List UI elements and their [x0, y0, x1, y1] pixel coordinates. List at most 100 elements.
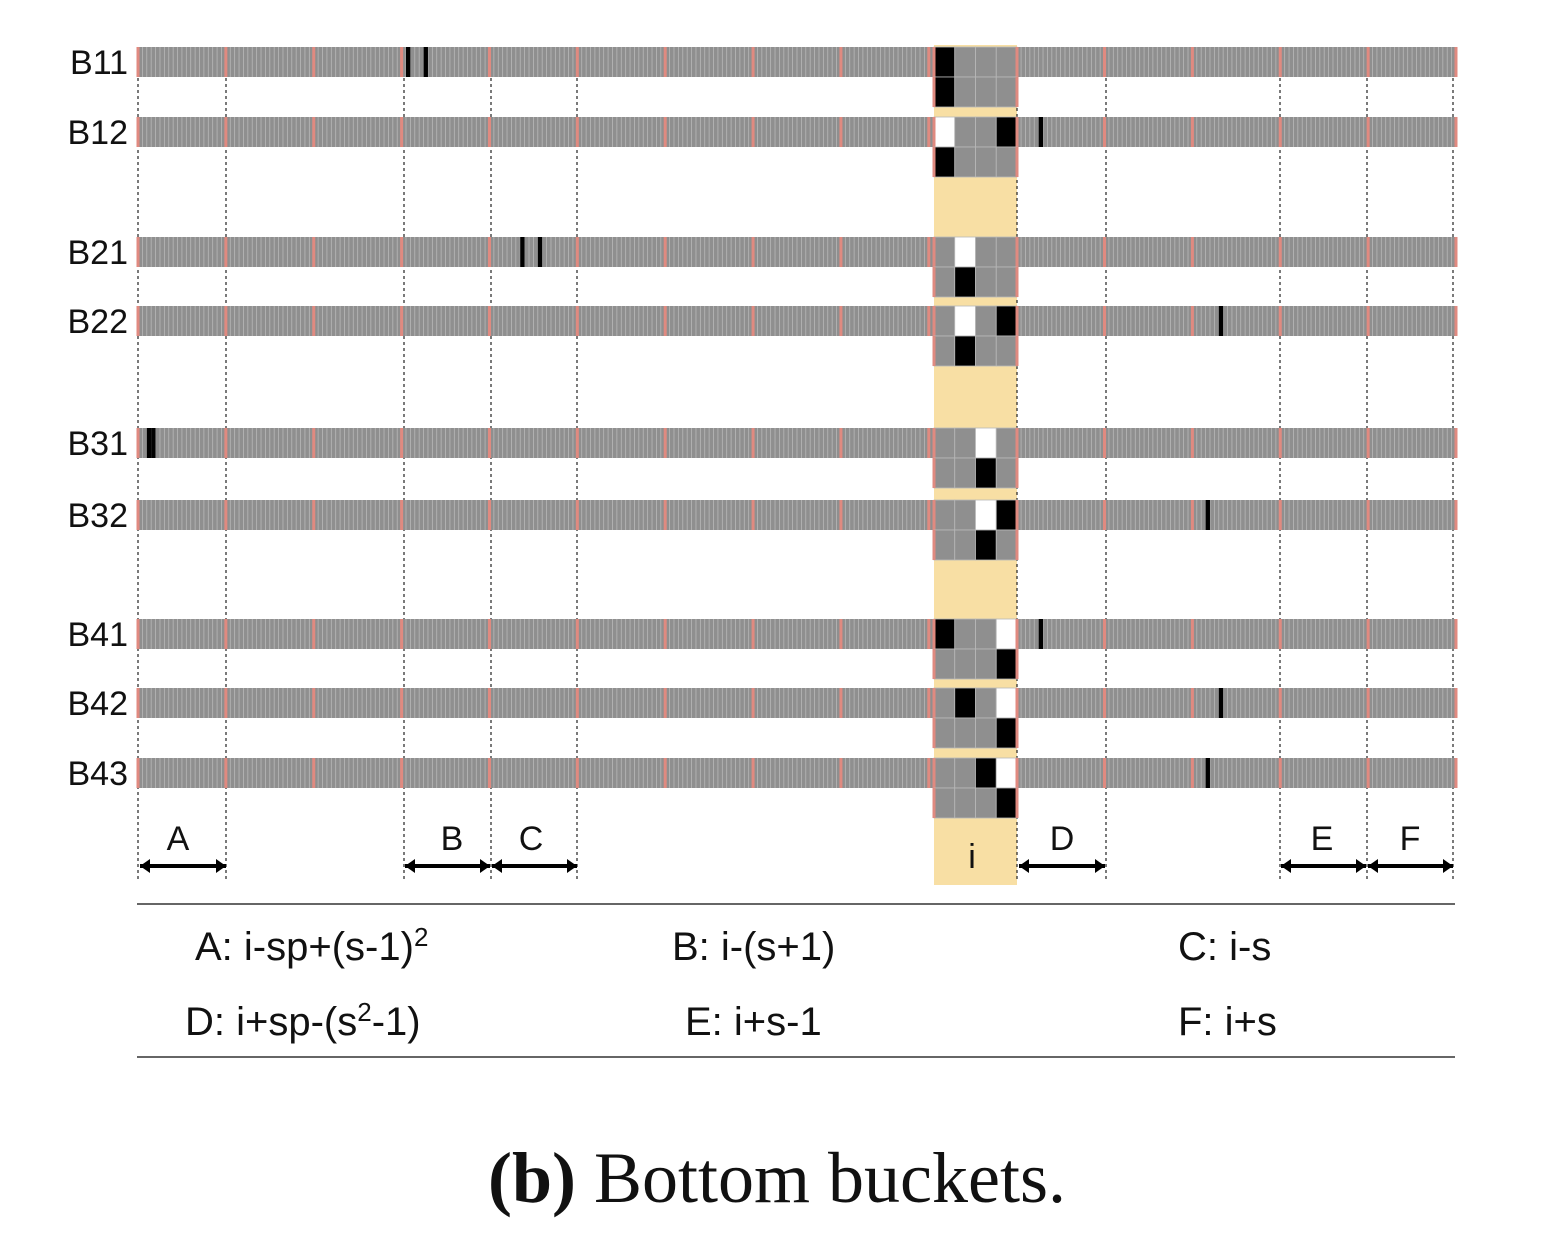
centre-cell	[954, 116, 976, 148]
marked-cell	[405, 47, 411, 77]
centre-cell	[933, 427, 956, 459]
bucket-separator	[839, 306, 843, 336]
bucket-separator	[1278, 500, 1282, 530]
bucket-separator	[751, 500, 755, 530]
bucket-separator	[487, 117, 491, 147]
bucket-separator	[663, 428, 667, 458]
centre-cell	[975, 529, 997, 561]
bucket-row	[136, 236, 1458, 298]
marked-cell	[537, 237, 543, 267]
row-label: B42	[68, 685, 129, 723]
row-label: B21	[68, 234, 129, 272]
bucket-separator	[927, 619, 931, 649]
range-arrow	[1356, 859, 1366, 873]
centre-cell	[975, 236, 997, 268]
centre-cell	[933, 46, 956, 78]
centre-cell	[954, 499, 976, 531]
bucket-separator	[312, 619, 316, 649]
bucket-separator	[136, 619, 140, 649]
bucket-separator	[839, 117, 843, 147]
marked-cell	[1038, 117, 1044, 147]
bucket-separator	[1015, 688, 1019, 718]
bucket-separator	[839, 500, 843, 530]
bucket-separator	[932, 306, 936, 336]
range-arrow	[492, 859, 502, 873]
bucket-separator	[487, 619, 491, 649]
centre-cell	[933, 76, 956, 108]
bucket-separator	[927, 117, 931, 147]
bucket-row	[136, 116, 1458, 178]
figure-caption: (b) Bottom buckets.	[488, 1138, 1066, 1218]
bucket-separator	[312, 47, 316, 77]
range-arrow	[1281, 859, 1291, 873]
bucket-separator	[487, 688, 491, 718]
bucket-separator	[224, 619, 228, 649]
bucket-separator	[136, 117, 140, 147]
bucket-separator	[1454, 619, 1458, 649]
bucket-row	[136, 618, 1458, 680]
centre-cell	[995, 76, 1018, 108]
bucket-separator	[1366, 619, 1370, 649]
bucket-separator	[1278, 688, 1282, 718]
bucket-separator	[400, 619, 404, 649]
range-label: D	[1050, 820, 1075, 858]
bucket-separator	[487, 47, 491, 77]
row-label: B41	[68, 616, 129, 654]
row-labels: B11 B12 B21 B22 B31 B32 B41 B42 B43	[68, 44, 129, 793]
bucket-separator	[1366, 117, 1370, 147]
bucket-separator	[1454, 117, 1458, 147]
bucket-separator	[1454, 428, 1458, 458]
centre-cell	[975, 266, 997, 298]
bucket-separator	[1015, 306, 1019, 336]
bucket-separator	[1015, 718, 1019, 748]
bucket-separator	[224, 237, 228, 267]
bucket-separator	[1278, 117, 1282, 147]
centre-cell	[995, 757, 1018, 789]
bucket-separator	[1015, 117, 1019, 147]
centre-cell	[954, 717, 976, 749]
bucket-separator	[1278, 237, 1282, 267]
bucket-separator	[751, 688, 755, 718]
centre-cell	[975, 757, 997, 789]
bucket-separator	[575, 117, 579, 147]
bucket-separator	[1015, 758, 1019, 788]
centre-cell	[995, 266, 1018, 298]
range-label: B	[441, 820, 464, 858]
bucket-row	[136, 757, 1458, 819]
range-arrow	[567, 859, 577, 873]
bucket-row	[136, 427, 1458, 489]
bucket-separator	[1015, 619, 1019, 649]
centre-cell	[995, 116, 1018, 148]
marked-cell	[520, 237, 525, 267]
bucket-separator	[224, 117, 228, 147]
legend-item-b: B: i-(s+1)	[672, 925, 835, 969]
bucket-separator	[575, 237, 579, 267]
bucket-separator	[1366, 306, 1370, 336]
bucket-separator	[1190, 428, 1194, 458]
bucket-separator	[927, 237, 931, 267]
bucket-separator	[751, 428, 755, 458]
bucket-separator	[1015, 47, 1019, 77]
centre-cell	[954, 76, 976, 108]
bucket-separator	[400, 47, 404, 77]
bucket-rows	[136, 46, 1458, 819]
bucket-separator	[663, 688, 667, 718]
bucket-separator	[1278, 619, 1282, 649]
bucket-separator	[487, 428, 491, 458]
marked-cell	[423, 47, 428, 77]
bucket-separator	[1190, 619, 1194, 649]
bucket-separator	[1190, 47, 1194, 77]
bucket-separator	[312, 688, 316, 718]
bucket-separator	[932, 688, 936, 718]
bucket-separator	[1103, 688, 1107, 718]
bucket-separator	[312, 237, 316, 267]
bucket-separator	[751, 237, 755, 267]
bucket-separator	[1278, 306, 1282, 336]
bucket-separator	[663, 237, 667, 267]
bucket-separator	[1015, 428, 1019, 458]
bucket-separator	[312, 117, 316, 147]
bucket-separator	[1278, 428, 1282, 458]
bucket-separator	[1015, 458, 1019, 488]
